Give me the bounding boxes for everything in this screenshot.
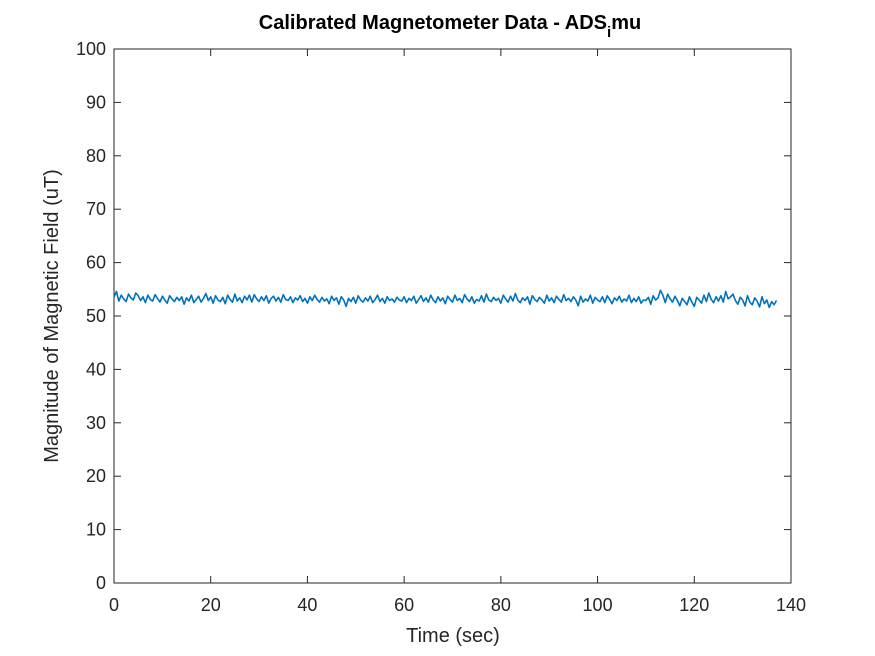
- x-axis-label: Time (sec): [406, 625, 500, 647]
- chart-title-subscript: i: [607, 24, 611, 41]
- y-tick-label: 100: [76, 39, 106, 59]
- x-tick-label: 0: [109, 595, 119, 615]
- plot-area: 0 20 40 60 80 100 120 140 0 10 20 30 40 50 60 70 80 90 100: [76, 39, 806, 615]
- y-tick-label: 10: [86, 520, 106, 540]
- y-tick-label: 30: [86, 413, 106, 433]
- y-tick-label: 0: [96, 573, 106, 593]
- y-tick-label: 70: [86, 199, 106, 219]
- x-tick-label: 120: [679, 595, 709, 615]
- x-tick-label: 60: [394, 595, 414, 615]
- y-tick-label: 50: [86, 306, 106, 326]
- series-line: [113, 289, 778, 309]
- x-tick-label: 80: [491, 595, 511, 615]
- x-tick-label: 100: [583, 595, 613, 615]
- y-tick-label: 80: [86, 146, 106, 166]
- y-tick-label: 90: [86, 92, 106, 112]
- y-tick-label: 40: [86, 359, 106, 379]
- chart-title-tail: mu: [611, 12, 641, 34]
- y-axis-label: Magnitude of Magnetic Field (uT): [41, 169, 63, 462]
- chart-title-main: Calibrated Magnetometer Data - ADS: [259, 12, 607, 34]
- x-tick-label: 140: [776, 595, 806, 615]
- y-tick-label: 20: [86, 466, 106, 486]
- x-tick-label: 20: [201, 595, 221, 615]
- x-tick-label: 40: [297, 595, 317, 615]
- chart-title: Calibrated Magnetometer Data - ADSimu: [259, 12, 641, 41]
- y-tick-label: 60: [86, 253, 106, 273]
